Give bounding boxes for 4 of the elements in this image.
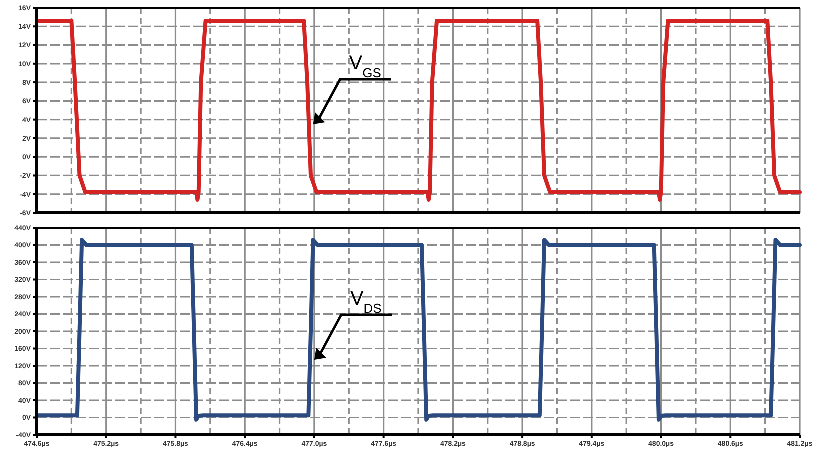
annotation: V$_{GS}$ [349,52,382,80]
line-series [35,238,802,422]
line-series [35,19,802,202]
annotation: V$_{DS}$ [350,288,382,316]
